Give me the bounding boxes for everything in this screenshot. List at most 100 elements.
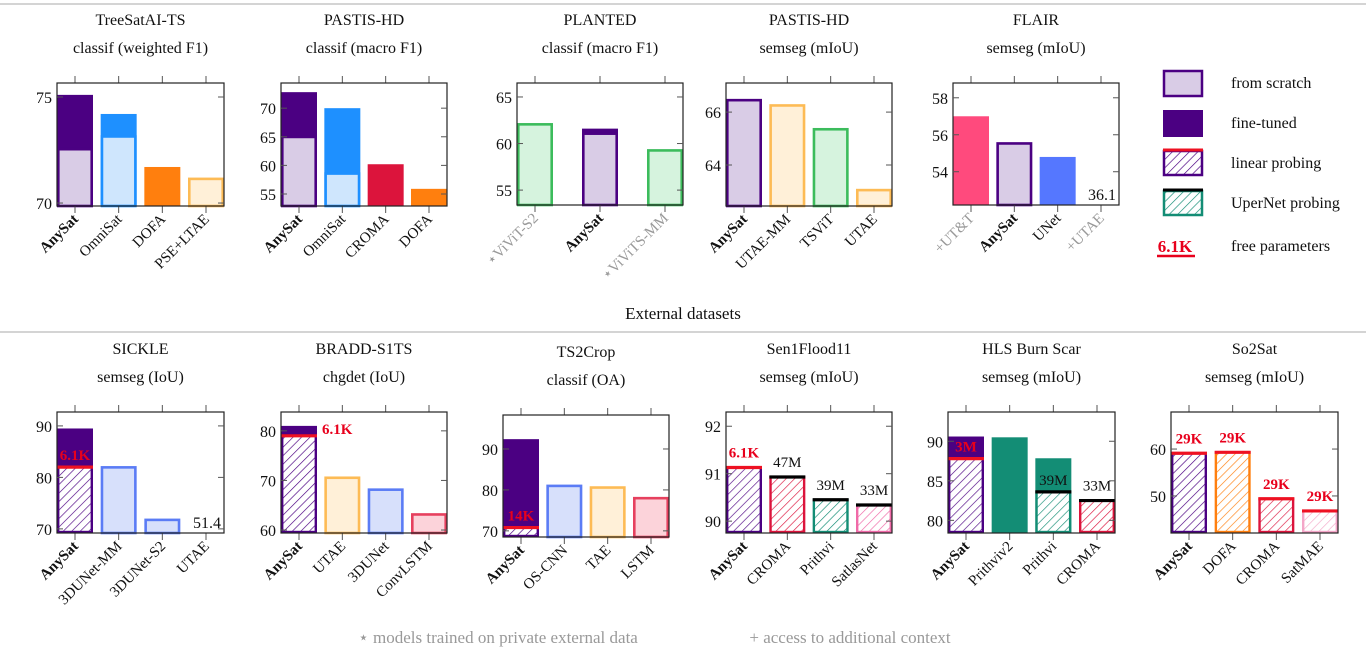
bar-linear-probing [948,457,985,534]
footnote-private-data: ⋆ models trained on private external dat… [358,628,638,647]
y-tick-label: 90 [36,419,52,436]
legend-label: free parameters [1231,238,1330,255]
bar-group [100,113,137,208]
bar-group: 36.1 [1088,187,1116,204]
chart-panel: PASTIS-HD classif (macro F1) AnySatOmniSat… [260,12,448,262]
x-tick-label: CROMA [744,538,794,588]
bar-group [546,484,583,539]
x-tick-label: CROMA [1233,538,1283,588]
bar-from-scratch [56,147,94,208]
bar-linear-probing [1214,451,1251,534]
bar-group [144,166,181,206]
bar-group: 39M [812,478,849,534]
bar-group [410,513,447,535]
bar-group [996,142,1033,207]
bar-annotation: 33M [1083,479,1111,495]
x-tick-label: AnySat [1151,539,1196,584]
bar-group: 33M [1078,479,1115,534]
from-scratch-swatch [1162,69,1204,98]
bar-linear-probing [57,465,93,534]
legend-item: UperNet probing [1162,188,1340,217]
x-tick-label: OmniSat [76,211,126,261]
bar-from-scratch [410,513,447,535]
x-tick-label: SatMAE [1278,539,1326,587]
plot-frame [947,411,1116,534]
bar-from-scratch [632,496,669,539]
y-tick-label: 91 [705,467,721,484]
y-tick-label: 56 [932,128,948,145]
bar-group [516,123,553,207]
legend-item: fine-tuned [1163,110,1297,137]
bar-group [953,116,989,205]
bar-group: 6.1K [281,422,353,534]
footnote-additional-context: + access to additional context [749,628,951,647]
y-tick-label: 64 [705,158,721,175]
bar-upernet-probing [1035,490,1072,534]
chart-title: BRADD-S1TS [316,341,413,358]
x-tick-label: TSViT [797,212,837,252]
chart-title: TreeSatAI-TS [95,12,185,29]
chart-title: PASTIS-HD [324,12,404,29]
y-tick-label: 55 [260,187,276,204]
x-tick-label: UTAE [310,539,349,578]
chart-subtitle: classif (OA) [547,372,626,389]
y-tick-label: 60 [260,158,276,175]
bar-finetuned [503,439,539,537]
fine-tuned-swatch [1163,110,1203,137]
bar-from-scratch [516,123,553,207]
bar-from-scratch [546,484,583,539]
chart-title: FLAIR [1013,12,1060,29]
y-tick-label: 60 [260,523,276,540]
bar-group [188,177,225,208]
x-tick-label: AnySat [562,211,607,256]
bar-finetuned [367,164,404,206]
y-tick-label: 90 [927,434,943,451]
chart-title: SICKLE [113,341,169,358]
offscale-value-label: 36.1 [1088,187,1116,204]
x-tick-label: AnySat [37,212,82,257]
x-tick-label: TAE [583,543,614,574]
chart-subtitle: chgdet (IoU) [323,369,405,386]
bar-linear-probing [1170,452,1207,534]
bar-group [144,518,181,535]
legend-label: fine-tuned [1231,115,1297,132]
bar-group: 6.1K [726,446,763,534]
bar-annotation: 29K [1176,431,1203,447]
free-parameters-sample: 6.1K [1158,237,1193,256]
bar-group: 33M [856,483,893,534]
bar-group [367,164,404,206]
chart-subtitle: classif (weighted F1) [73,40,208,57]
y-tick-label: 55 [496,183,512,200]
y-tick-label: 65 [260,130,276,147]
bar-from-scratch [144,518,181,535]
bar-annotation: 33M [860,483,888,499]
plot-frame [952,82,1120,206]
y-tick-label: 75 [36,90,52,107]
x-tick-label: Prithvi [797,539,837,579]
bar-annotation: 6.1K [60,448,91,464]
x-tick-label: DOFA [1200,538,1240,578]
y-tick-label: 70 [36,522,52,539]
bar-annotation: 29K [1263,477,1290,493]
bar-from-scratch [769,104,806,208]
bar-finetuned [953,116,989,205]
chart-panel: TreeSatAI-TS classif (weighted F1) AnySatO… [36,12,225,272]
bar-finetuned [1039,156,1076,205]
bar-upernet-probing [856,503,893,534]
bar-from-scratch [812,127,849,208]
bar-annotation: 3M [955,440,977,456]
chart-title: So2Sat [1232,341,1278,358]
y-tick-label: 65 [496,90,512,107]
plot-frame [56,411,225,534]
bar-finetuned [411,188,447,206]
bar-group [632,496,669,539]
bar-linear-probing [726,466,763,534]
x-tick-label: AnySat [976,211,1021,256]
bar-from-scratch [725,98,762,208]
x-tick-label: ⋆ViViTS-MM [599,211,672,284]
y-tick-label: 54 [932,165,948,182]
bar-finetuned [144,166,181,206]
bar-annotation: 14K [508,509,535,525]
